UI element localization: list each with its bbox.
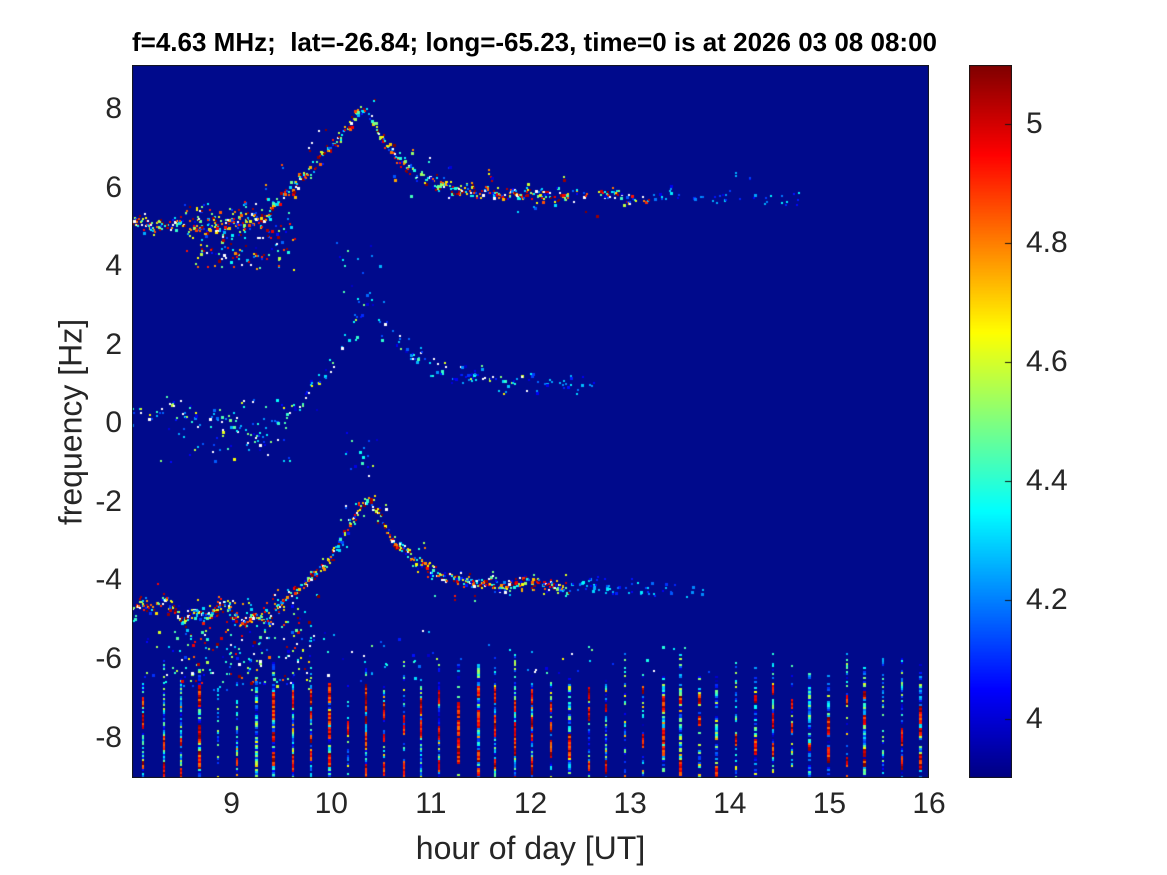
colorbar <box>969 65 1012 778</box>
x-tick-label: 15 <box>812 787 847 820</box>
y-tick-label: 2 <box>105 327 122 361</box>
y-tick-label: -8 <box>95 720 122 754</box>
x-tick-label: 11 <box>415 787 447 820</box>
colorbar-tick-label: 4 <box>1026 701 1043 735</box>
x-axis-label: hour of day [UT] <box>415 830 646 866</box>
colorbar-tick-label: 4.8 <box>1026 226 1068 260</box>
x-tick-label: 13 <box>613 787 647 820</box>
y-tick-label: -4 <box>95 563 122 597</box>
y-tick-label: 6 <box>105 170 122 204</box>
spectrogram-canvas <box>132 65 929 778</box>
x-tick-label: 16 <box>912 787 946 820</box>
colorbar-tick-label: 4.2 <box>1026 582 1068 616</box>
colorbar-tick-label: 4.6 <box>1026 345 1068 379</box>
x-tick-label: 9 <box>223 787 240 820</box>
figure-title: f=4.63 MHz; lat=-26.84; long=-65.23, tim… <box>132 27 937 57</box>
x-tick-label: 10 <box>314 787 348 820</box>
y-tick-label: 4 <box>105 249 122 283</box>
y-tick-label: -6 <box>95 641 122 675</box>
colorbar-tick-label: 5 <box>1026 107 1043 141</box>
y-tick-label: 0 <box>105 406 122 440</box>
y-tick-label: -2 <box>95 484 122 518</box>
y-tick-label: 8 <box>105 91 122 125</box>
x-tick-label: 12 <box>513 787 548 820</box>
colorbar-tick-label: 4.4 <box>1026 463 1068 497</box>
x-tick-label: 14 <box>713 787 747 820</box>
